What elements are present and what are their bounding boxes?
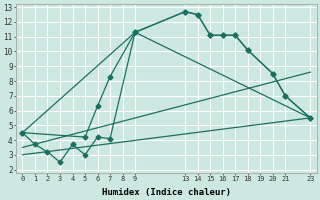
- X-axis label: Humidex (Indice chaleur): Humidex (Indice chaleur): [102, 188, 231, 197]
